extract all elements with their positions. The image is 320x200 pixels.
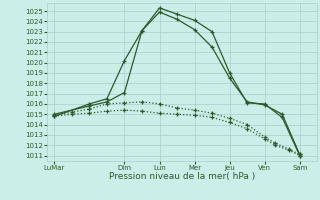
X-axis label: Pression niveau de la mer( hPa ): Pression niveau de la mer( hPa ) (109, 172, 255, 181)
